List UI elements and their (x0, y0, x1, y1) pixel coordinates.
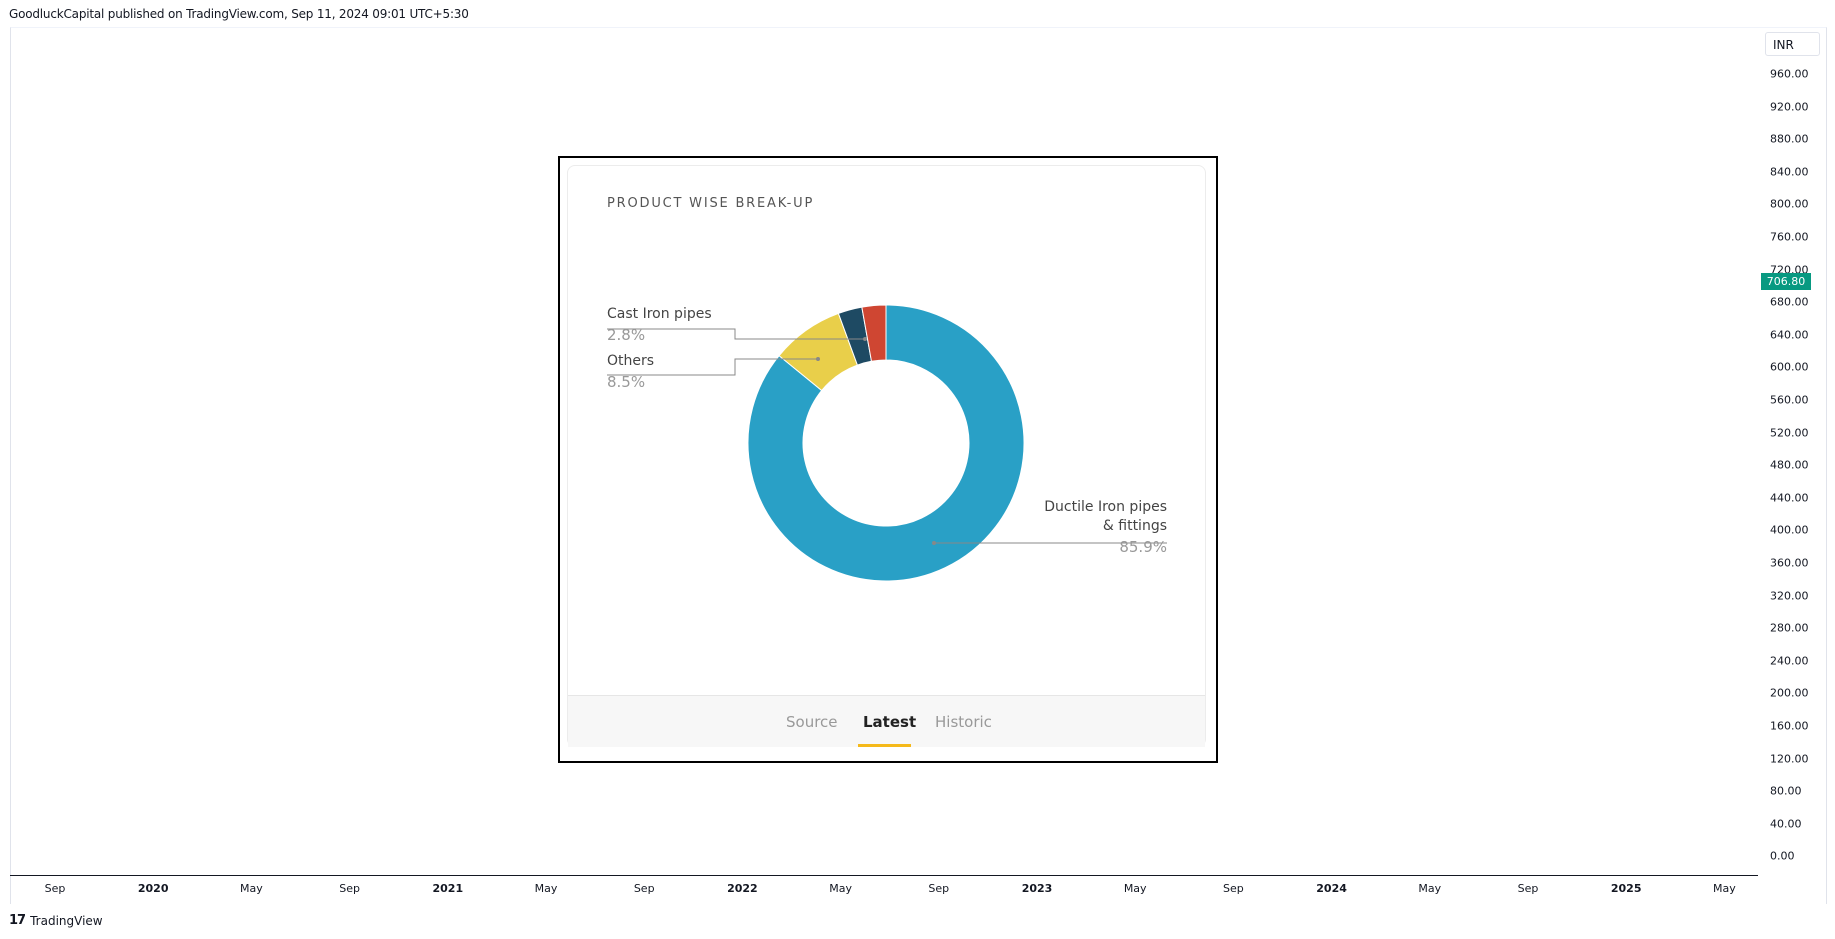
time-tick: 2025 (1610, 882, 1642, 895)
chart-pane[interactable] (10, 27, 1827, 904)
price-tick: 640.00 (1770, 328, 1809, 342)
price-tick: 40.00 (1770, 817, 1802, 831)
label-others-name: Others (607, 353, 655, 369)
price-tick: 200.00 (1770, 686, 1809, 700)
price-tick: 520.00 (1770, 426, 1809, 440)
time-tick: Sep (633, 882, 655, 895)
time-tick: May (1713, 882, 1736, 895)
price-tick: 680.00 (1770, 295, 1809, 309)
price-tick: 720.00 (1770, 263, 1809, 277)
label-others: Others 8.5% (607, 353, 654, 391)
price-tick: 480.00 (1770, 458, 1809, 472)
slice-ductile-iron (747, 304, 1025, 582)
tab-bar (568, 695, 1205, 747)
time-tick: Sep (928, 882, 950, 895)
publish-info: GoodluckCapital published on TradingView… (9, 7, 469, 21)
leader-dot-others (816, 357, 820, 361)
active-tab-indicator (858, 744, 911, 747)
label-ductile-name-2: & fittings (1102, 518, 1167, 534)
time-tick: 2020 (137, 882, 169, 895)
last-price-label: 706.80 (1761, 273, 1811, 290)
card-title: PRODUCT WISE BREAK-UP (607, 196, 815, 211)
label-cast-iron-name: Cast Iron pipes (607, 306, 712, 322)
tab-latest[interactable]: Latest (863, 713, 917, 731)
time-tick: May (1418, 882, 1442, 895)
price-tick: 800.00 (1770, 197, 1809, 211)
slice-other-segment (861, 304, 887, 362)
time-tick: May (829, 882, 852, 895)
time-tick: May (1123, 882, 1147, 895)
price-tick: 320.00 (1770, 589, 1809, 603)
price-tick: 920.00 (1770, 100, 1809, 114)
breakup-card (567, 165, 1206, 747)
time-tick: 2021 (432, 882, 464, 895)
price-tick: 960.00 (1770, 67, 1809, 81)
price-tick: 600.00 (1770, 360, 1809, 374)
label-cast-iron-value: 2.8% (607, 326, 646, 344)
label-cast-iron: Cast Iron pipes 2.8% (607, 306, 712, 344)
price-tick: 0.00 (1770, 849, 1795, 863)
price-tick: 840.00 (1770, 165, 1809, 179)
price-tick: 240.00 (1770, 654, 1809, 668)
leader-line-others (607, 358, 818, 376)
time-tick: Sep (44, 882, 66, 895)
price-tick: 160.00 (1770, 719, 1809, 733)
price-tick: 80.00 (1770, 784, 1802, 798)
brand-name: TradingView (30, 913, 103, 928)
label-ductile: Ductile Iron pipes & fittings 85.9% (1000, 499, 1167, 556)
tab-source[interactable]: Source (786, 713, 838, 731)
price-tick: 880.00 (1770, 132, 1809, 146)
price-tick: 440.00 (1770, 491, 1809, 505)
price-tick: 280.00 (1770, 621, 1809, 635)
leader-dot-ductile (932, 541, 936, 545)
time-tick: Sep (339, 882, 360, 895)
leader-line-cast-iron (607, 328, 865, 340)
price-tick: 360.00 (1770, 556, 1809, 570)
label-ductile-name-1: Ductile Iron pipes (1044, 499, 1167, 515)
time-tick: May (534, 882, 558, 895)
tab-historic[interactable]: Historic (935, 713, 992, 731)
time-tick: 2023 (1021, 882, 1053, 895)
currency-selector[interactable]: INR (1765, 32, 1820, 56)
price-tick: 400.00 (1770, 523, 1809, 537)
price-tick: 120.00 (1770, 752, 1809, 766)
time-tick: Sep (1223, 882, 1244, 895)
price-tick: 560.00 (1770, 393, 1809, 407)
tradingview-logo-icon: 17 (9, 913, 26, 928)
label-others-value: 8.5% (607, 373, 646, 391)
time-tick: May (240, 882, 263, 895)
time-tick: Sep (1517, 882, 1539, 895)
price-tick: 760.00 (1770, 230, 1809, 244)
leader-dot-cast-iron (863, 337, 867, 341)
label-ductile-value: 85.9% (1119, 538, 1167, 556)
time-axis[interactable] (10, 875, 1758, 904)
footer-brand[interactable]: 17 TradingView (9, 913, 103, 928)
time-tick: 2022 (727, 882, 758, 895)
time-tick: 2024 (1316, 882, 1347, 895)
